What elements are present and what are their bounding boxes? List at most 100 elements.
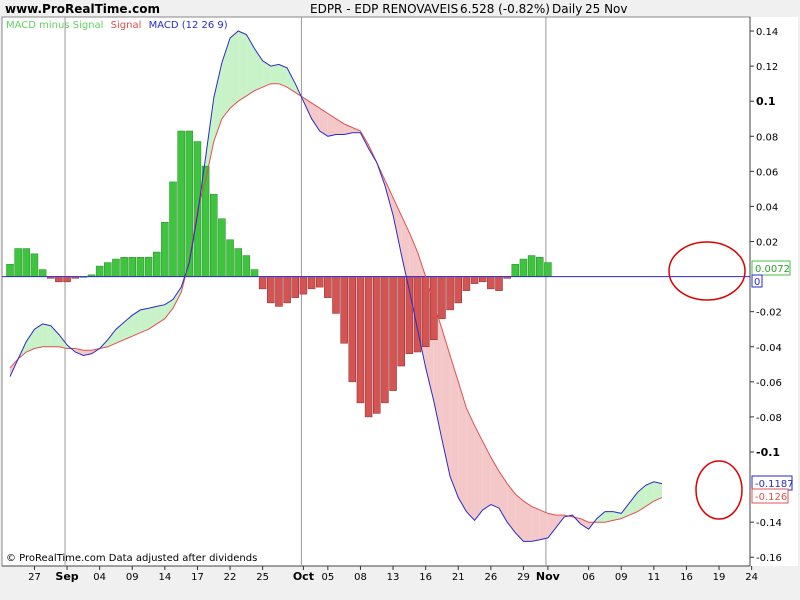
histogram-bar bbox=[242, 255, 251, 277]
fill-segment bbox=[645, 481, 654, 507]
histogram-bar bbox=[446, 276, 454, 311]
value-box-macd: -0.1187 bbox=[751, 475, 794, 491]
y-tick-label: 0.14 bbox=[756, 27, 778, 38]
histogram-bar bbox=[454, 276, 462, 304]
x-tick-label: 22 bbox=[224, 572, 237, 583]
x-tick-label: 06 bbox=[582, 572, 595, 583]
fill-segment bbox=[311, 102, 320, 132]
fill-segment bbox=[115, 322, 125, 344]
fill-segment bbox=[482, 441, 491, 510]
histogram-bar bbox=[218, 218, 226, 277]
y-tick-label: 0.08 bbox=[756, 132, 778, 143]
y-tick-label: -0.14 bbox=[756, 518, 782, 529]
histogram-bar bbox=[177, 130, 185, 277]
fill-segment bbox=[653, 481, 662, 502]
fill-segment bbox=[221, 38, 231, 119]
histogram-bar bbox=[462, 276, 471, 291]
y-tick-label: 0.06 bbox=[756, 167, 778, 178]
fill-segment bbox=[450, 355, 459, 498]
site-title[interactable]: www.ProRealTime.com bbox=[5, 2, 160, 16]
date-label: 25 Nov bbox=[585, 2, 628, 16]
fill-segment bbox=[34, 323, 43, 349]
x-tick-label: 25 bbox=[256, 572, 269, 583]
histogram-bar bbox=[364, 276, 373, 418]
fill-segment bbox=[230, 31, 239, 109]
fill-segment bbox=[173, 287, 182, 309]
fill-segment bbox=[140, 308, 149, 333]
x-tick-label: 08 bbox=[354, 572, 367, 583]
histogram-bar bbox=[14, 248, 22, 277]
fill-segment bbox=[629, 492, 638, 516]
histogram-bar bbox=[95, 265, 104, 277]
x-tick-label: 16 bbox=[680, 572, 693, 583]
histogram-bar bbox=[307, 276, 316, 290]
fill-segment bbox=[238, 31, 247, 102]
histogram-bar bbox=[381, 276, 389, 404]
value-box-signal: -0.126 bbox=[751, 488, 789, 504]
legend-histogram: MACD minus Signal bbox=[6, 20, 103, 31]
fill-segment bbox=[613, 511, 622, 521]
histogram-bar bbox=[348, 276, 357, 383]
x-tick-label: Nov bbox=[536, 570, 561, 583]
histogram-bar bbox=[22, 248, 31, 277]
fill-segment bbox=[42, 323, 51, 347]
histogram-bar bbox=[527, 255, 536, 277]
fill-segment bbox=[213, 62, 222, 142]
histogram-bar bbox=[299, 276, 308, 295]
fill-segment bbox=[26, 329, 35, 353]
legend: MACD minus Signal Signal MACD (12 26 9) bbox=[6, 20, 228, 31]
x-tick-label: 14 bbox=[158, 572, 171, 583]
histogram-bar bbox=[152, 251, 161, 277]
x-tick-label: 27 bbox=[28, 572, 41, 583]
macd-line bbox=[9, 30, 663, 542]
y-axis-ticks: 0.14 0.12 0.1 0.08 0.06 0.04 0.02 -0.02 -0.04 -0.… bbox=[750, 27, 782, 564]
fill-segment bbox=[295, 83, 304, 102]
fill-segment bbox=[262, 60, 271, 88]
fill-segment bbox=[327, 113, 336, 137]
fill-segment bbox=[132, 309, 141, 337]
fill-segment bbox=[580, 518, 589, 530]
fill-segment bbox=[458, 381, 467, 512]
x-tick-label: 26 bbox=[484, 572, 497, 583]
x-tick-label: 16 bbox=[419, 572, 432, 583]
histogram-bar bbox=[421, 276, 430, 348]
fill-segment bbox=[499, 471, 508, 523]
fill-segment bbox=[246, 34, 255, 96]
fill-segment bbox=[539, 509, 548, 540]
y-tick-label: -0.1 bbox=[756, 446, 780, 459]
fill-segment bbox=[124, 315, 133, 340]
histogram-bar bbox=[210, 193, 218, 277]
legend-macd: MACD (12 26 9) bbox=[149, 20, 228, 31]
histogram-bar bbox=[511, 264, 520, 277]
histogram-bar bbox=[104, 262, 112, 277]
fill-segment bbox=[637, 485, 646, 512]
y-tick-label: -0.06 bbox=[756, 378, 782, 389]
x-tick-label: 11 bbox=[647, 572, 660, 583]
fill-segment bbox=[507, 483, 516, 533]
fill-segment bbox=[278, 64, 288, 88]
fill-segment bbox=[270, 64, 279, 84]
histogram-bar bbox=[487, 276, 495, 290]
y-tick-label: -0.02 bbox=[756, 308, 782, 319]
histogram-bar bbox=[267, 276, 275, 304]
fill-segment bbox=[287, 67, 296, 93]
fill-segment bbox=[466, 408, 475, 521]
y-tick-label: -0.16 bbox=[756, 553, 782, 564]
x-tick-label: 05 bbox=[321, 572, 334, 583]
y-tick-label: 0.02 bbox=[756, 238, 778, 249]
y-axis-panel bbox=[750, 17, 798, 566]
y-tick-label: 0.12 bbox=[756, 62, 778, 73]
series-lines bbox=[9, 30, 663, 542]
fill-segment bbox=[596, 511, 605, 523]
histogram-bar bbox=[6, 264, 14, 277]
fill-segment bbox=[58, 334, 68, 349]
x-tick-label: Sep bbox=[55, 570, 78, 583]
x-tick-label: 17 bbox=[191, 572, 204, 583]
histogram-bar bbox=[340, 276, 348, 344]
fill-segment bbox=[50, 325, 59, 347]
fill-segment bbox=[523, 501, 532, 542]
legend-signal: Signal bbox=[111, 20, 142, 31]
fill-segment bbox=[319, 108, 328, 137]
x-tick-label: Oct bbox=[293, 570, 314, 583]
